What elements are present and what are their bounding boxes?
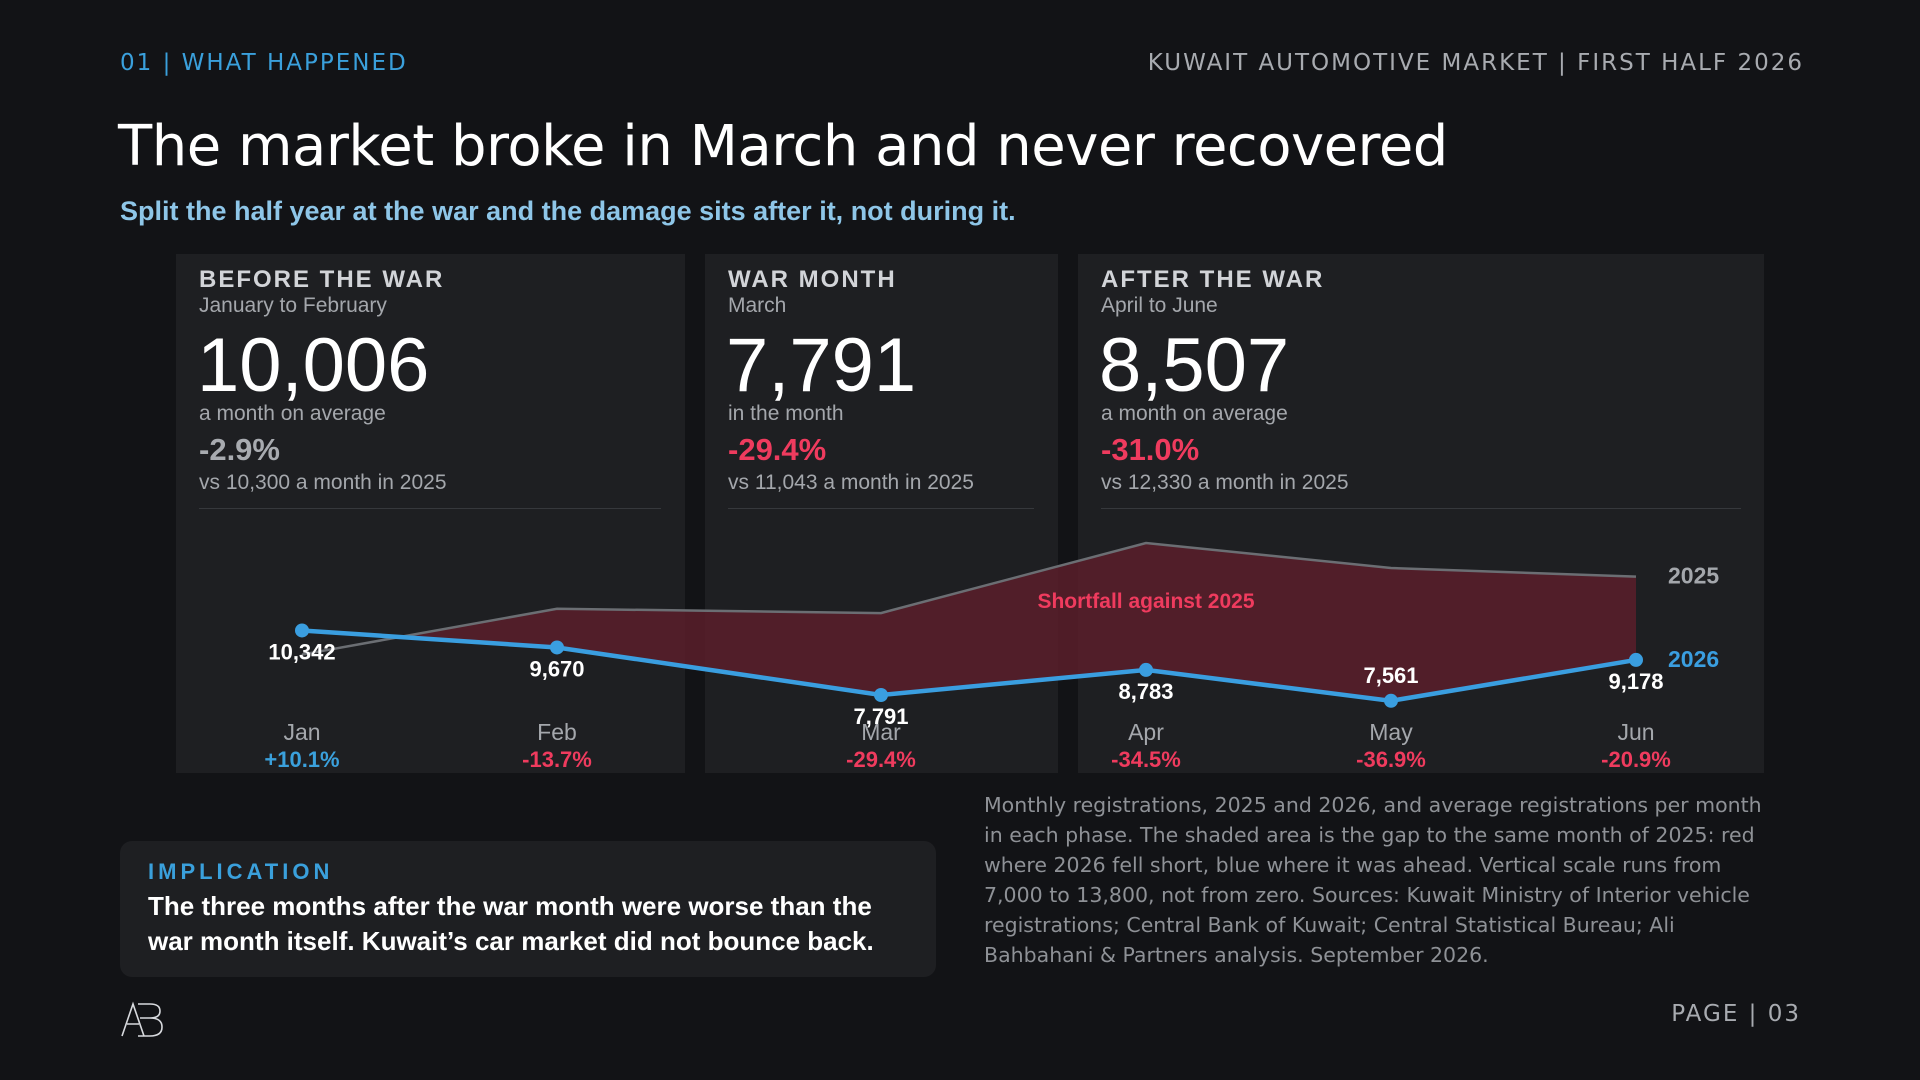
panel-change: -31.0% — [1101, 432, 1200, 467]
panel-divider — [1101, 508, 1741, 509]
panel-divider — [728, 508, 1034, 509]
implication-box: IMPLICATION The three months after the w… — [120, 841, 936, 977]
section-label: 01 | WHAT HAPPENED — [120, 50, 408, 76]
implication-text: The three months after the war month wer… — [148, 891, 874, 956]
panel-change: -29.4% — [728, 432, 827, 467]
panel-value: 8,507 — [1099, 323, 1290, 408]
panel-title: AFTER THE WAR — [1101, 266, 1325, 293]
panel-period: March — [728, 294, 787, 317]
panel-war-month: WAR MONTH March 7,791 in the month -29.4… — [705, 254, 1058, 773]
panel-comparison: vs 10,300 a month in 2025 — [199, 471, 447, 494]
panel-value: 10,006 — [197, 323, 430, 408]
report-title: KUWAIT AUTOMOTIVE MARKET | FIRST HALF 20… — [1147, 50, 1804, 76]
panel-unit: a month on average — [199, 402, 386, 425]
panel-unit: in the month — [728, 402, 844, 425]
page-subtitle: Split the half year at the war and the d… — [120, 196, 1016, 226]
panel-after-war: AFTER THE WAR April to June 8,507 a mont… — [1078, 254, 1764, 773]
ab-monogram-icon — [121, 1001, 163, 1037]
panel-comparison: vs 11,043 a month in 2025 — [728, 471, 974, 494]
panel-change: -2.9% — [199, 432, 280, 467]
source-note: Monthly registrations, 2025 and 2026, an… — [984, 793, 1762, 967]
panel-divider — [199, 508, 661, 509]
page-title: The market broke in March and never reco… — [118, 114, 1448, 179]
panel-title: WAR MONTH — [728, 266, 897, 293]
panel-value: 7,791 — [726, 323, 917, 408]
panel-period: January to February — [199, 294, 387, 317]
panel-unit: a month on average — [1101, 402, 1288, 425]
panel-title: BEFORE THE WAR — [199, 266, 445, 293]
panel-before-war: BEFORE THE WAR January to February 10,00… — [176, 254, 685, 773]
panel-period: April to June — [1101, 294, 1218, 317]
page-number: PAGE | 03 — [1671, 1001, 1801, 1027]
implication-label: IMPLICATION — [148, 859, 334, 884]
panel-comparison: vs 12,330 a month in 2025 — [1101, 471, 1349, 494]
